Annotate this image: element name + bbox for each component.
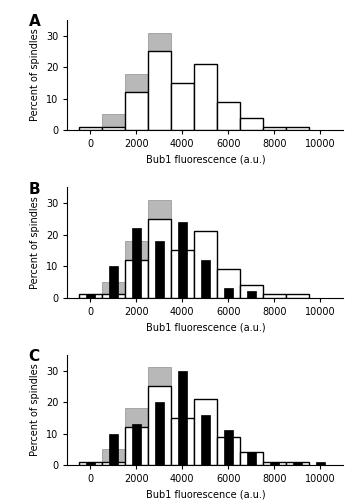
- Bar: [79, 462, 102, 465]
- Bar: [194, 232, 217, 298]
- Bar: [148, 368, 171, 465]
- Y-axis label: Percent of spindles: Percent of spindles: [30, 28, 40, 122]
- Bar: [217, 270, 240, 297]
- Y-axis label: Percent of spindles: Percent of spindles: [30, 196, 40, 289]
- Bar: [194, 450, 217, 465]
- Y-axis label: Percent of spindles: Percent of spindles: [30, 364, 40, 456]
- Bar: [217, 127, 240, 130]
- Bar: [171, 83, 194, 130]
- Bar: [148, 219, 171, 298]
- Bar: [263, 127, 286, 130]
- Text: B: B: [29, 182, 40, 197]
- Bar: [201, 260, 210, 298]
- Bar: [178, 370, 187, 465]
- Bar: [125, 241, 148, 298]
- Bar: [286, 127, 309, 130]
- Bar: [270, 462, 279, 465]
- Bar: [194, 64, 217, 130]
- Bar: [125, 427, 148, 465]
- Bar: [263, 462, 286, 465]
- Bar: [132, 424, 141, 465]
- Bar: [194, 282, 217, 298]
- Bar: [79, 127, 102, 130]
- Bar: [79, 127, 102, 130]
- Bar: [171, 418, 194, 465]
- Bar: [217, 102, 240, 130]
- Bar: [79, 294, 102, 298]
- Bar: [148, 200, 171, 298]
- Bar: [132, 228, 141, 298]
- Bar: [79, 462, 102, 465]
- Bar: [109, 266, 118, 298]
- Bar: [171, 260, 194, 298]
- Bar: [194, 114, 217, 130]
- Bar: [102, 127, 125, 130]
- Bar: [79, 294, 102, 298]
- Bar: [293, 462, 302, 465]
- Bar: [102, 282, 125, 298]
- Text: C: C: [29, 350, 40, 364]
- Bar: [125, 74, 148, 130]
- Bar: [125, 408, 148, 465]
- Bar: [109, 434, 118, 465]
- Bar: [155, 402, 164, 465]
- Bar: [125, 260, 148, 298]
- Bar: [217, 436, 240, 465]
- Bar: [194, 399, 217, 465]
- Bar: [178, 222, 187, 298]
- Bar: [217, 462, 240, 465]
- Bar: [240, 118, 263, 130]
- Bar: [247, 292, 256, 298]
- X-axis label: Bub1 fluorescence (a.u.): Bub1 fluorescence (a.u.): [145, 322, 265, 332]
- Bar: [201, 414, 210, 465]
- Bar: [247, 452, 256, 465]
- Bar: [148, 386, 171, 465]
- Bar: [171, 427, 194, 465]
- Bar: [286, 294, 309, 298]
- X-axis label: Bub1 fluorescence (a.u.): Bub1 fluorescence (a.u.): [145, 154, 265, 164]
- Bar: [86, 294, 95, 298]
- Bar: [86, 462, 95, 465]
- Bar: [102, 450, 125, 465]
- Bar: [224, 430, 233, 465]
- Bar: [286, 462, 309, 465]
- Text: A: A: [29, 14, 40, 30]
- Bar: [148, 52, 171, 130]
- Bar: [102, 294, 125, 298]
- Bar: [217, 294, 240, 298]
- Bar: [155, 241, 164, 298]
- Bar: [224, 288, 233, 298]
- Bar: [102, 462, 125, 465]
- Bar: [240, 452, 263, 465]
- Bar: [316, 462, 325, 465]
- Bar: [171, 92, 194, 130]
- Bar: [148, 32, 171, 130]
- Bar: [240, 285, 263, 298]
- Bar: [263, 294, 286, 298]
- X-axis label: Bub1 fluorescence (a.u.): Bub1 fluorescence (a.u.): [145, 490, 265, 500]
- Bar: [125, 92, 148, 130]
- Bar: [171, 250, 194, 298]
- Bar: [102, 114, 125, 130]
